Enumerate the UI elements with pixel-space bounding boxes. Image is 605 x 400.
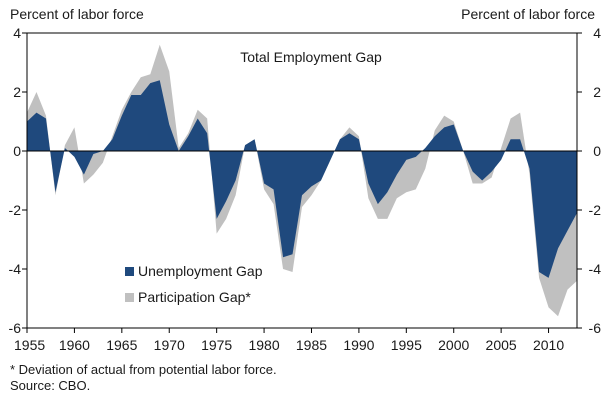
x-tick-label: 1990: [343, 337, 374, 353]
unemployment-gap-area: [27, 80, 577, 278]
area-layer: [27, 44, 577, 317]
x-tick-label: 2010: [533, 337, 564, 353]
footnote: * Deviation of actual from potential lab…: [10, 362, 277, 377]
left-y-tick-label: -2: [9, 202, 22, 218]
x-tick-label: 2005: [486, 337, 517, 353]
x-tick-label: 1980: [248, 337, 279, 353]
x-tick-label: 1995: [391, 337, 422, 353]
x-tick-label: 1970: [154, 337, 185, 353]
right-y-tick-label: -2: [589, 202, 602, 218]
left-y-tick-label: 0: [13, 143, 21, 159]
legend: Unemployment Gap Participation Gap*: [125, 263, 263, 305]
x-tick-label: 1975: [201, 337, 232, 353]
legend-label-unemployment: Unemployment Gap: [138, 263, 263, 279]
x-tick-label: 1985: [296, 337, 327, 353]
right-y-tick-label: -4: [589, 261, 602, 277]
right-y-tick-label: 4: [593, 25, 601, 41]
left-axis-label: Percent of labor force: [10, 6, 144, 22]
right-y-tick-label: -6: [589, 320, 602, 336]
x-tick-label: 1955: [14, 337, 45, 353]
left-y-tick-label: 4: [13, 25, 21, 41]
right-y-tick-label: 0: [593, 143, 601, 159]
x-tick-label: 2000: [438, 337, 469, 353]
right-y-tick-label: 2: [593, 84, 601, 100]
x-axis: 1955 1960 1965 1970 1975 1980 1985 1990 1995 2000…: [14, 328, 564, 353]
legend-swatch-participation: [125, 293, 134, 302]
source-note: Source: CBO.: [10, 378, 91, 393]
legend-label-participation: Participation Gap*: [138, 289, 251, 305]
left-axis: -6 -4 -2 0 2 4: [9, 25, 27, 336]
chart-title: Total Employment Gap: [240, 49, 382, 65]
plot-frame: [26, 32, 578, 329]
left-y-tick-label: -6: [9, 320, 22, 336]
left-y-tick-label: 2: [13, 84, 21, 100]
x-tick-label: 1960: [59, 337, 90, 353]
legend-swatch-unemployment: [125, 267, 134, 276]
left-y-tick-label: -4: [9, 261, 22, 277]
right-axis: -6 -4 -2 0 2 4: [577, 25, 601, 336]
x-tick-label: 1965: [106, 337, 137, 353]
right-axis-label: Percent of labor force: [461, 6, 595, 22]
